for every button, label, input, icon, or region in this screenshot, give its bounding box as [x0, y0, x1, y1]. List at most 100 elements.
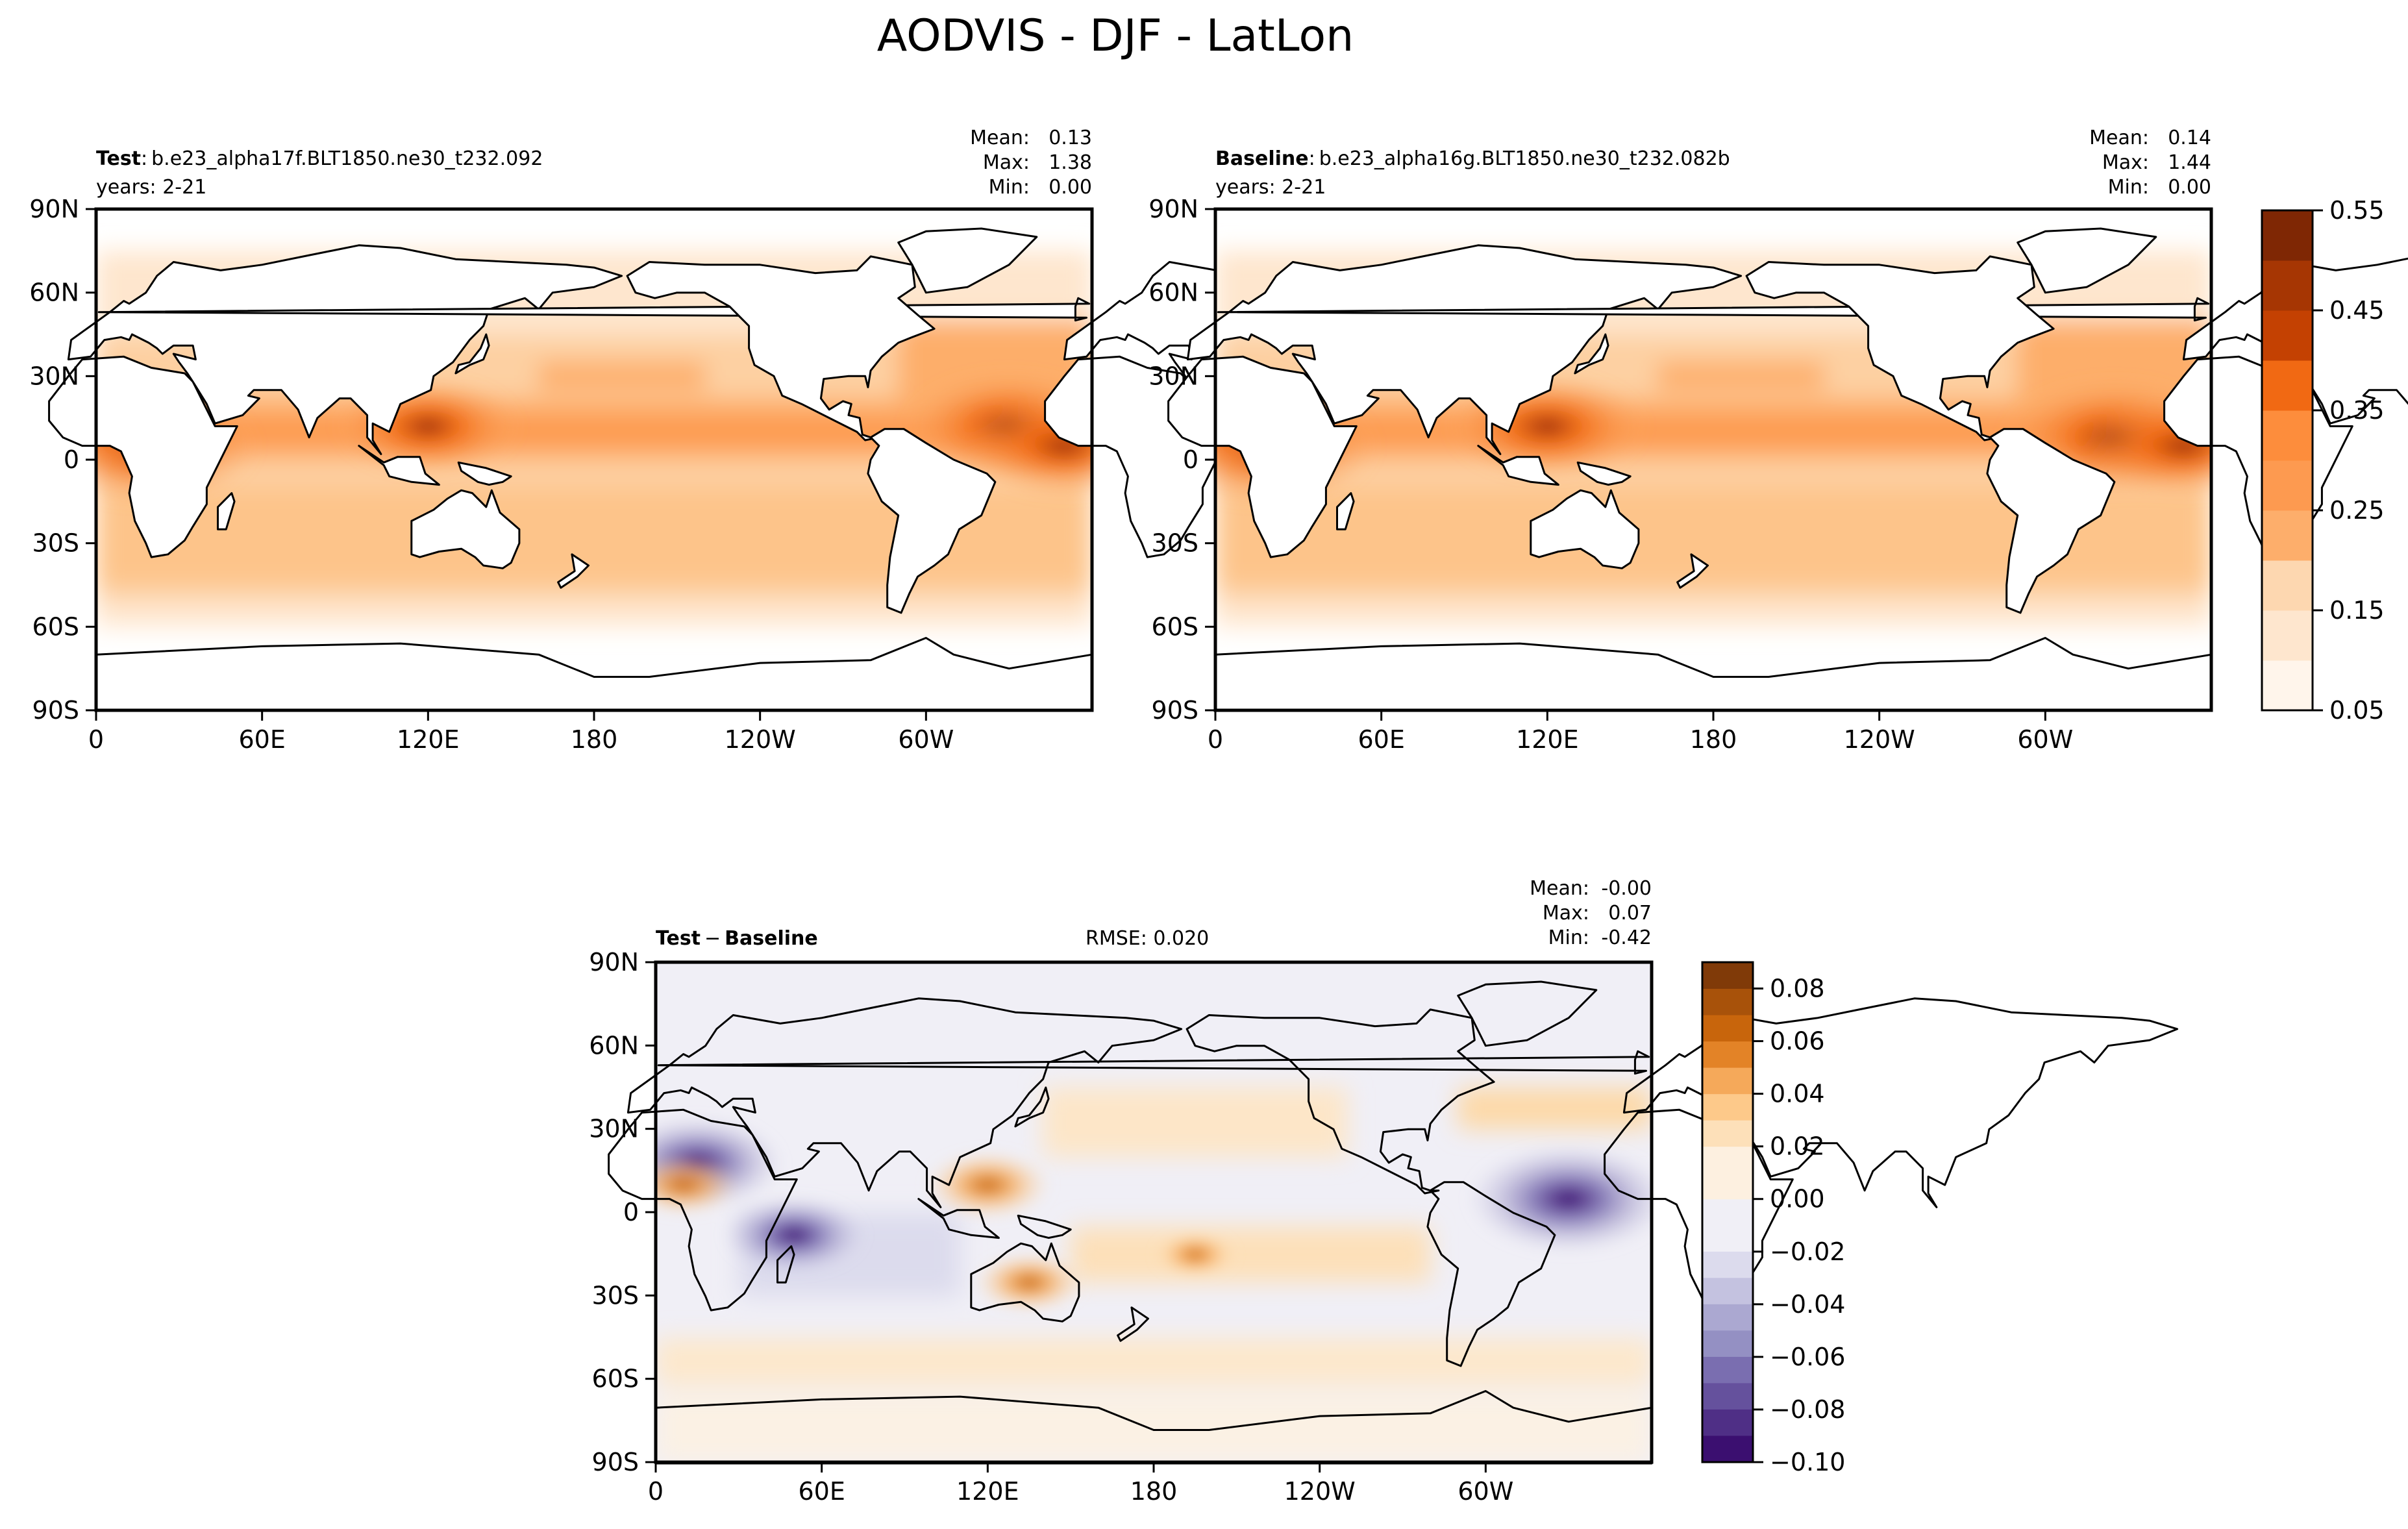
stats-difference: Mean: -0.00 Max: 0.07 Min: -0.42 — [1530, 877, 1652, 949]
y-tick-label: 90N — [589, 948, 639, 976]
colorbar-bin — [1702, 962, 1753, 989]
colorbar-bin — [1702, 1251, 1753, 1278]
colorbar-tick-label: 0.05 — [2329, 696, 2385, 725]
field-hotspot — [973, 1252, 1086, 1313]
x-tick-label: 180 — [1130, 1477, 1178, 1506]
rmse-label: RMSE: 0.020 — [1086, 927, 1209, 950]
x-tick-label: 0 — [1208, 725, 1223, 754]
colorbar-ticks: 0.08 0.06 0.04 0.02 0.00 −0.02 −0.04 −0.06 −0.08… — [1753, 975, 1845, 1476]
colorbar-bin — [1702, 1225, 1753, 1252]
colorbar-tick-label: −0.04 — [1770, 1290, 1845, 1319]
colorbar-blocks — [2262, 210, 2313, 711]
panel-years-baseline: years: 2-21 — [1215, 176, 1326, 199]
svg-text:-0.42: -0.42 — [1601, 926, 1652, 949]
coastline — [867, 428, 997, 614]
coastline — [1986, 428, 2116, 614]
colorbar-tick-label: 0.45 — [2329, 296, 2385, 325]
colorbar-frame — [2261, 209, 2314, 712]
colorbar-tick-label: −0.08 — [1770, 1395, 1845, 1424]
svg-text:0.00: 0.00 — [2168, 176, 2211, 199]
colorbar-bin — [1702, 1436, 1753, 1463]
y-tick-label: 60N — [589, 1031, 639, 1060]
coastline — [627, 997, 1183, 1208]
colorbar-bin — [2262, 410, 2313, 461]
colorbar-bottom: 0.08 0.06 0.04 0.02 0.00 −0.02 −0.04 −0.06 −0.08… — [1701, 961, 1845, 1476]
figure-title: AODVIS - DJF - LatLon — [877, 10, 1354, 62]
panel-label-difference: Test − Baseline — [656, 927, 818, 950]
colorbar-tick-label: 0.55 — [2329, 196, 2385, 225]
coastline — [1457, 980, 1598, 1047]
colorbar-frame — [1701, 961, 1754, 1463]
x-tick-label: 60W — [2017, 725, 2073, 754]
colorbar-bin — [1702, 1015, 1753, 1042]
colorbar-blocks — [1702, 962, 1753, 1463]
x-tick-label: 120W — [1284, 1477, 1356, 1506]
colorbar-bin — [2262, 560, 2313, 611]
panel-years-test: years: 2-21 — [96, 176, 206, 199]
colorbar-bin — [1702, 1383, 1753, 1410]
y-tick-label: 0 — [64, 445, 79, 474]
coastline — [776, 1245, 795, 1284]
coastline — [626, 255, 936, 441]
coastline — [657, 1050, 1650, 1075]
map-area-difference — [608, 962, 2179, 1465]
coastline — [410, 489, 521, 569]
coastline — [897, 227, 1038, 294]
stats-test: Mean: 0.13 Max: 1.38 Min: 0.00 — [970, 127, 1092, 199]
svg-text:Mean:: Mean: — [970, 127, 1030, 149]
colorbar-bin — [2262, 360, 2313, 411]
svg-text:Mean:: Mean: — [2089, 127, 2149, 149]
svg-text:Min:: Min: — [2108, 176, 2149, 199]
y-tick-label: 90N — [1148, 195, 1198, 223]
x-tick-label: 120W — [1844, 725, 1915, 754]
contour-field — [656, 962, 1652, 1463]
coastline — [1576, 461, 1632, 486]
colorbar-bin — [2262, 310, 2313, 361]
colorbar-bin — [1702, 1330, 1753, 1358]
colorbar-bin — [1702, 1199, 1753, 1226]
colorbar-bin — [1702, 1304, 1753, 1331]
coastline — [2017, 227, 2157, 294]
x-tick-label: 120E — [956, 1477, 1019, 1506]
coastline — [1117, 1306, 1149, 1342]
coastline — [1336, 492, 1355, 530]
y-axis-ticks: 90N 60N 30N 0 30S 60S 90S — [1148, 195, 1215, 725]
coastline — [1477, 445, 1559, 486]
colorbar-bin — [1702, 1146, 1753, 1173]
svg-text:Mean:: Mean: — [1530, 877, 1589, 900]
colorbar-tick-label: −0.06 — [1770, 1343, 1845, 1371]
svg-text:0.13: 0.13 — [1049, 127, 1092, 149]
svg-text:1.44: 1.44 — [2168, 151, 2211, 174]
coastline — [1676, 553, 1709, 589]
coastline — [1186, 244, 1743, 455]
coastline — [1014, 1086, 1050, 1128]
colorbar-tick-label: 0.04 — [1770, 1080, 1825, 1108]
y-tick-label: 90S — [1152, 696, 1198, 725]
x-axis-ticks: 0 60E 120E 180 120W 60W — [88, 710, 954, 754]
x-tick-label: 120E — [397, 725, 460, 754]
map-area-test — [48, 209, 1619, 712]
colorbar-tick-label: −0.02 — [1770, 1237, 1845, 1266]
y-tick-label: 30N — [29, 362, 79, 390]
y-tick-label: 30S — [592, 1281, 639, 1310]
colorbar-bin — [2262, 460, 2313, 511]
x-tick-label: 180 — [571, 725, 618, 754]
colorbar-tick-label: 0.25 — [2329, 496, 2385, 525]
coastline — [457, 461, 512, 486]
colorbar-bin — [2262, 610, 2313, 661]
colorbar-bin — [1702, 1409, 1753, 1436]
stats-baseline: Mean: 0.14 Max: 1.44 Min: 0.00 — [2089, 127, 2211, 199]
colorbar-bin — [1702, 1120, 1753, 1147]
colorbar-tick-label: 0.08 — [1770, 975, 1825, 1003]
y-tick-label: 30N — [589, 1115, 639, 1143]
map-area-baseline — [1167, 209, 2408, 712]
x-tick-label: 60E — [1358, 725, 1404, 754]
coastline — [917, 1198, 1000, 1239]
svg-text:Min:: Min: — [989, 176, 1030, 199]
svg-text:0.07: 0.07 — [1608, 902, 1652, 925]
coastline — [1745, 255, 2055, 441]
colorbar-tick-label: 0.00 — [1770, 1185, 1825, 1213]
colorbar-tick-label: −0.10 — [1770, 1448, 1845, 1476]
coastline — [454, 333, 490, 375]
